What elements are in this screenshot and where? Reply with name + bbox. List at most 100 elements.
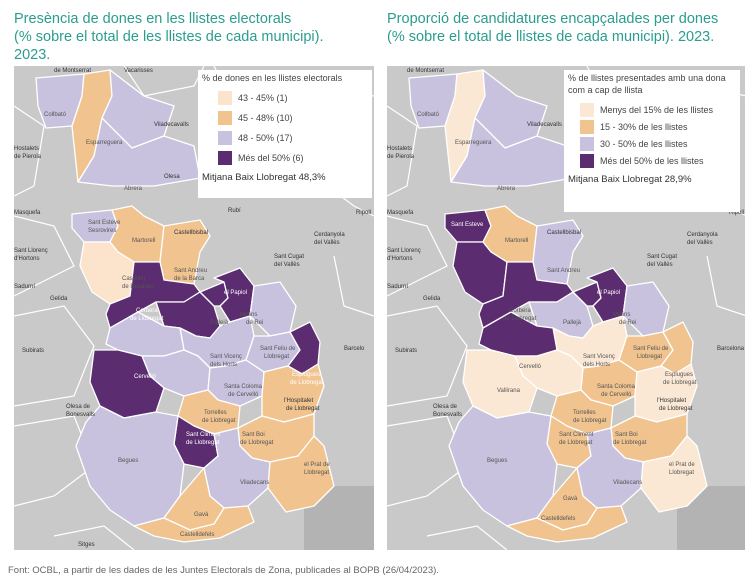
source-note: Font: OCBL, a partir de les dades de les…	[8, 565, 439, 576]
svg-text:Vallirana: Vallirana	[497, 388, 521, 394]
legend-title: % de dones en les llistes electorals	[202, 73, 343, 83]
legend-swatch	[580, 136, 594, 151]
svg-text:Gelida: Gelida	[423, 296, 441, 302]
svg-text:Sant Cugat: Sant Cugat	[647, 254, 677, 260]
left-title-line: Presència de dones en les llistes electo…	[14, 11, 292, 27]
svg-text:de Llobregat: de Llobregat	[573, 418, 607, 424]
svg-text:d'Hortons: d'Hortons	[387, 256, 413, 262]
municipalities	[408, 69, 708, 543]
svg-text:de Rosanes: de Rosanes	[122, 284, 154, 290]
svg-text:el Prat de: el Prat de	[304, 462, 330, 468]
legend-swatch	[218, 131, 232, 145]
svg-text:de Pierola: de Pierola	[14, 154, 42, 160]
place-labels: de Montserrat Collbató Esparreguera Vila…	[387, 68, 745, 522]
svg-text:Castellbisbal: Castellbisbal	[174, 230, 208, 236]
svg-text:Sant Climent: Sant Climent	[186, 432, 221, 438]
legend-label: Menys del 15% de les llistes	[600, 104, 714, 115]
svg-text:de Pierola: de Pierola	[387, 154, 415, 160]
svg-text:Sant Esteve: Sant Esteve	[451, 222, 484, 228]
svg-text:dels Horts: dels Horts	[583, 362, 610, 368]
svg-text:de Cervelló: de Cervelló	[601, 392, 632, 398]
left-map-title: Presència de dones en les llistes electo…	[14, 10, 323, 64]
legend-average: Mitjana Baix Llobregat 28,9%	[568, 174, 692, 185]
svg-text:Molins: Molins	[240, 312, 257, 318]
svg-text:Gavà: Gavà	[194, 512, 209, 518]
svg-text:Cervelló: Cervelló	[519, 364, 542, 370]
svg-text:de Llobregat: de Llobregat	[202, 418, 236, 424]
svg-text:Sant Andreu: Sant Andreu	[174, 268, 207, 274]
legend-swatch	[218, 111, 232, 125]
svg-text:Bonesvalls: Bonesvalls	[66, 412, 95, 418]
municipalities	[35, 69, 335, 543]
svg-text:del Vallès: del Vallès	[314, 240, 340, 246]
svg-text:Sant Boi: Sant Boi	[615, 432, 638, 438]
legend-label: 48 - 50% (17)	[238, 133, 293, 143]
svg-text:Bonesvalls: Bonesvalls	[433, 412, 462, 418]
svg-text:Santa Coloma: Santa Coloma	[224, 384, 263, 390]
svg-text:de Llobregat: de Llobregat	[559, 440, 593, 446]
svg-text:Martorell: Martorell	[505, 238, 528, 244]
svg-text:Esparreguera: Esparreguera	[86, 140, 123, 146]
svg-text:Pallejà: Pallejà	[210, 320, 229, 326]
legend-swatch	[580, 119, 594, 134]
svg-text:de Rei: de Rei	[246, 320, 263, 326]
svg-text:Vacarisses: Vacarisses	[124, 68, 153, 74]
svg-text:Sant Andreu: Sant Andreu	[547, 268, 580, 274]
svg-text:Sant Vicenç: Sant Vicenç	[210, 354, 242, 360]
svg-text:Sant Vicenç: Sant Vicenç	[583, 354, 615, 360]
svg-text:Olesa: Olesa	[164, 174, 180, 180]
svg-text:del Vallès: del Vallès	[687, 240, 713, 246]
legend-swatch	[218, 151, 232, 165]
svg-text:Corbera: Corbera	[136, 308, 158, 314]
svg-text:el Prat de: el Prat de	[669, 462, 695, 468]
svg-text:Torrelles: Torrelles	[204, 410, 227, 416]
svg-text:Sesrovires: Sesrovires	[88, 228, 116, 234]
legend-label: 45 - 48% (10)	[238, 113, 293, 123]
svg-text:Santa Coloma: Santa Coloma	[597, 384, 636, 390]
svg-text:Castelldefels: Castelldefels	[541, 516, 575, 522]
legend-label: Més del 50% (6)	[238, 153, 304, 163]
svg-text:Olesa de: Olesa de	[66, 404, 91, 410]
svg-text:Sitges: Sitges	[78, 542, 95, 548]
legend-average: Mitjana Baix Llobregat 48,3%	[202, 172, 326, 183]
legend-item: Menys del 15% de les llistes	[580, 102, 740, 117]
legend-item: 43 - 45% (1)	[218, 90, 372, 106]
svg-text:de Montserrat: de Montserrat	[407, 68, 444, 74]
svg-text:Abrera: Abrera	[124, 186, 143, 192]
svg-text:de Rei: de Rei	[619, 320, 636, 326]
svg-text:Llobregat: Llobregat	[304, 470, 329, 476]
svg-text:de Llobregat: de Llobregat	[663, 380, 697, 386]
svg-text:de Llobregat: de Llobregat	[286, 406, 320, 412]
svg-text:Llobregat: Llobregat	[669, 470, 694, 476]
legend-item: 30 - 50% de les llistes	[580, 136, 740, 151]
svg-text:Masquefa: Masquefa	[387, 210, 414, 216]
svg-text:de Llobregat: de Llobregat	[240, 440, 274, 446]
svg-text:Barcelo: Barcelo	[344, 346, 365, 352]
svg-text:Esparreguera: Esparreguera	[455, 140, 492, 146]
svg-text:Sadurní: Sadurní	[14, 284, 35, 290]
svg-text:el Papiol: el Papiol	[224, 290, 247, 296]
svg-text:Masquefa: Masquefa	[14, 210, 41, 216]
svg-text:Gelida: Gelida	[50, 296, 68, 302]
place-labels: de Montserrat Vacarisses Collbató Esparr…	[14, 68, 371, 548]
svg-text:Rubí: Rubí	[228, 208, 241, 214]
legend-title: % de llistes presentades amb una dona co…	[568, 72, 740, 96]
legend-swatch	[218, 91, 232, 105]
svg-text:Pallejà: Pallejà	[563, 320, 582, 326]
svg-text:Sant Feliu de: Sant Feliu de	[633, 346, 669, 352]
svg-text:Castellví: Castellví	[122, 276, 145, 282]
svg-text:Torrelles: Torrelles	[573, 410, 596, 416]
svg-text:de Llobregat: de Llobregat	[659, 406, 693, 412]
svg-text:el Papiol: el Papiol	[597, 290, 620, 296]
svg-text:de Llobregat: de Llobregat	[613, 440, 647, 446]
svg-text:l'Hospitalet: l'Hospitalet	[284, 398, 313, 404]
svg-text:Esplugues: Esplugues	[292, 372, 320, 378]
svg-text:Cervelló: Cervelló	[134, 374, 157, 380]
svg-text:de Llobregat: de Llobregat	[290, 380, 324, 386]
svg-text:Sadurní: Sadurní	[387, 284, 408, 290]
svg-text:Hostalets: Hostalets	[387, 146, 412, 152]
svg-text:Sant Llorenç: Sant Llorenç	[14, 248, 48, 254]
svg-text:Sant Esteve: Sant Esteve	[88, 220, 121, 226]
svg-text:Gavà: Gavà	[563, 496, 578, 502]
svg-text:Viladecavalls: Viladecavalls	[154, 122, 189, 128]
